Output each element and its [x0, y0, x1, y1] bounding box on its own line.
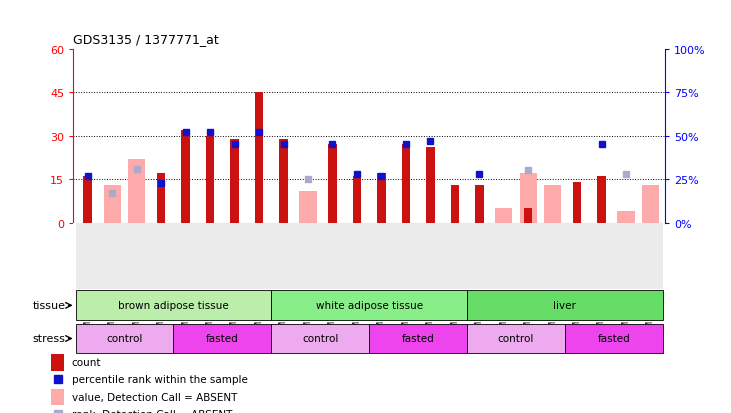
- Bar: [230, 139, 239, 223]
- Text: rank, Detection Call = ABSENT: rank, Detection Call = ABSENT: [72, 409, 232, 413]
- Bar: [51, 389, 64, 406]
- Bar: [614, 223, 638, 289]
- Bar: [618, 211, 635, 223]
- Text: control: control: [106, 334, 143, 344]
- Text: white adipose tissue: white adipose tissue: [316, 301, 423, 311]
- Bar: [75, 291, 271, 320]
- Bar: [369, 324, 467, 354]
- Bar: [100, 223, 124, 289]
- Text: fasted: fasted: [206, 334, 239, 344]
- Bar: [75, 223, 100, 289]
- Text: GDS3135 / 1377771_at: GDS3135 / 1377771_at: [73, 33, 219, 45]
- Bar: [124, 223, 149, 289]
- Bar: [296, 223, 320, 289]
- Bar: [544, 185, 561, 223]
- Text: brown adipose tissue: brown adipose tissue: [118, 301, 229, 311]
- Bar: [540, 223, 565, 289]
- Bar: [475, 185, 483, 223]
- Text: liver: liver: [553, 301, 576, 311]
- Text: stress: stress: [33, 334, 66, 344]
- Bar: [520, 174, 537, 223]
- Bar: [320, 223, 345, 289]
- Bar: [222, 223, 247, 289]
- Bar: [565, 324, 663, 354]
- Bar: [565, 223, 589, 289]
- Bar: [83, 177, 92, 223]
- Bar: [418, 223, 442, 289]
- Text: fasted: fasted: [597, 334, 630, 344]
- Bar: [345, 223, 369, 289]
- Bar: [573, 183, 581, 223]
- Bar: [247, 223, 271, 289]
- Bar: [369, 223, 393, 289]
- Bar: [491, 223, 516, 289]
- Bar: [271, 223, 296, 289]
- Text: tissue: tissue: [33, 301, 66, 311]
- Bar: [51, 355, 64, 371]
- Bar: [467, 324, 565, 354]
- Bar: [104, 185, 121, 223]
- Bar: [597, 177, 606, 223]
- Bar: [495, 209, 512, 223]
- Bar: [516, 223, 540, 289]
- Text: count: count: [72, 357, 101, 367]
- Bar: [271, 324, 369, 354]
- Bar: [352, 177, 361, 223]
- Bar: [271, 291, 467, 320]
- Bar: [173, 324, 271, 354]
- Bar: [279, 139, 288, 223]
- Text: control: control: [302, 334, 338, 344]
- Bar: [642, 185, 659, 223]
- Bar: [198, 223, 222, 289]
- Bar: [401, 145, 410, 223]
- Text: control: control: [498, 334, 534, 344]
- Bar: [450, 185, 459, 223]
- Text: value, Detection Call = ABSENT: value, Detection Call = ABSENT: [72, 392, 237, 402]
- Bar: [128, 159, 145, 223]
- Bar: [377, 174, 386, 223]
- Text: percentile rank within the sample: percentile rank within the sample: [72, 375, 248, 385]
- Bar: [75, 324, 173, 354]
- Bar: [638, 223, 663, 289]
- Bar: [157, 174, 165, 223]
- Bar: [467, 291, 663, 320]
- Bar: [328, 145, 337, 223]
- Bar: [206, 136, 214, 223]
- Bar: [181, 131, 190, 223]
- Bar: [524, 209, 532, 223]
- Bar: [426, 148, 435, 223]
- Text: fasted: fasted: [402, 334, 434, 344]
- Bar: [442, 223, 467, 289]
- Bar: [300, 191, 317, 223]
- Bar: [255, 93, 263, 223]
- Bar: [149, 223, 173, 289]
- Bar: [467, 223, 491, 289]
- Bar: [589, 223, 614, 289]
- Bar: [173, 223, 198, 289]
- Bar: [393, 223, 418, 289]
